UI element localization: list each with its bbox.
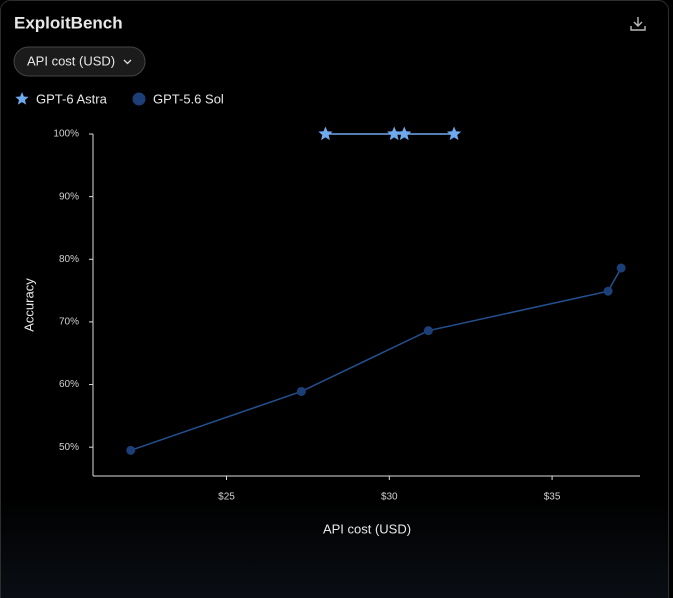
point [397,126,412,141]
x-axis-label: API cost (USD) [323,521,411,536]
y-tick-label: 90% [59,191,79,202]
legend-marker [15,92,29,105]
legend-marker [132,92,146,106]
y-tick-label: 70% [59,317,79,328]
point [616,263,626,273]
y-tick-label: 100% [53,129,79,140]
point [387,126,402,141]
y-tick-label: 60% [59,379,79,390]
point [446,126,462,141]
chart-title: ExploitBench [14,13,123,32]
x-tick-label: $25 [218,492,235,503]
legend-label: GPT-6 Astra [36,91,108,106]
y-tick-label: 80% [59,254,79,265]
y-axis-label: Accuracy [21,278,36,332]
dropdown-label: API cost (USD) [27,53,115,68]
point [423,326,433,336]
point [296,386,306,396]
dropdown[interactable]: API cost (USD) [13,46,146,77]
point [318,126,333,141]
x-tick-label: $30 [381,492,398,503]
x-tick-label: $35 [544,492,561,503]
point [126,445,136,455]
download-button[interactable] [630,17,646,31]
y-tick-label: 50% [59,442,79,453]
legend-label: GPT-5.6 Sol [153,91,224,106]
point [603,286,613,296]
